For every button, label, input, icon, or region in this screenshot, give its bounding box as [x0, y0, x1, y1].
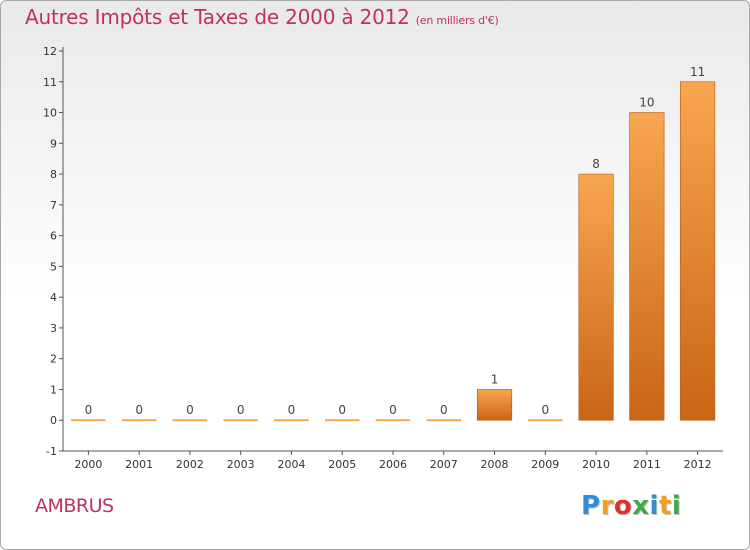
data-label: 8: [592, 157, 600, 171]
data-label: 10: [639, 96, 654, 110]
labels: -101234567891011122000020010200202003020…: [43, 45, 712, 471]
x-tick-label: 2003: [227, 458, 255, 471]
data-label: 0: [85, 403, 93, 417]
bar: [71, 419, 106, 422]
bar: [172, 419, 208, 422]
chart-subtitle: (en milliers d'€): [415, 14, 499, 27]
data-label: 0: [237, 403, 245, 417]
bar: [578, 173, 614, 421]
data-label: 0: [135, 403, 143, 417]
data-label: 1: [491, 372, 499, 386]
x-tick-label: 2002: [176, 458, 204, 471]
bar: [476, 389, 513, 421]
y-tick-label: 10: [43, 107, 57, 120]
y-tick-label: 2: [50, 353, 57, 366]
axes: [59, 47, 723, 455]
x-tick-label: 2004: [277, 458, 305, 471]
y-tick-label: 5: [50, 260, 57, 273]
data-label: 0: [541, 403, 549, 417]
data-label: 0: [186, 403, 194, 417]
bar: [528, 419, 563, 422]
logo-letter: x: [632, 491, 650, 521]
data-label: 0: [440, 403, 448, 417]
y-tick-label: 12: [43, 45, 57, 58]
bar: [629, 112, 665, 421]
y-tick-label: 11: [43, 76, 57, 89]
x-tick-label: 2000: [74, 458, 102, 471]
x-tick-label: 2006: [379, 458, 407, 471]
x-tick-label: 2001: [125, 458, 153, 471]
place-name: AMBRUS: [35, 495, 114, 517]
x-tick-label: 2010: [582, 458, 610, 471]
logo-letter: P: [581, 491, 601, 521]
data-label: 0: [338, 403, 346, 417]
bar: [375, 419, 411, 422]
y-tick-label: -1: [46, 445, 57, 458]
y-tick-label: 9: [50, 137, 57, 150]
x-tick-label: 2012: [684, 458, 712, 471]
logo-letter: t: [658, 491, 672, 521]
bar: [274, 419, 309, 422]
y-tick-label: 7: [50, 199, 57, 212]
bar: [223, 419, 258, 422]
chart-title-text: Autres Impôts et Taxes de 2000 à 2012: [25, 5, 410, 29]
bar: [426, 419, 462, 422]
bars: [71, 81, 716, 422]
bar: [680, 81, 716, 421]
x-tick-label: 2011: [633, 458, 661, 471]
x-tick-label: 2007: [430, 458, 458, 471]
bar: [121, 419, 157, 422]
y-tick-label: 3: [50, 322, 57, 335]
data-label: 0: [389, 403, 397, 417]
logo-letter: i: [671, 491, 682, 521]
data-label: 0: [288, 403, 296, 417]
chart-title: Autres Impôts et Taxes de 2000 à 2012 (en…: [25, 5, 499, 29]
y-tick-label: 6: [50, 230, 57, 243]
logo-letter: i: [649, 491, 659, 521]
proxiti-logo: Proxiti: [581, 491, 681, 521]
x-tick-label: 2009: [531, 458, 559, 471]
y-tick-label: 0: [50, 414, 57, 427]
y-tick-label: 4: [50, 291, 57, 304]
bar-chart: -101234567891011122000020010200202003020…: [43, 45, 723, 471]
data-label: 11: [690, 65, 705, 79]
y-tick-label: 8: [50, 168, 57, 181]
bar: [324, 419, 360, 422]
logo-letter: o: [613, 491, 633, 521]
x-tick-label: 2008: [481, 458, 509, 471]
logo-letter: r: [600, 491, 614, 521]
x-tick-label: 2005: [328, 458, 356, 471]
y-tick-label: 1: [50, 383, 57, 396]
